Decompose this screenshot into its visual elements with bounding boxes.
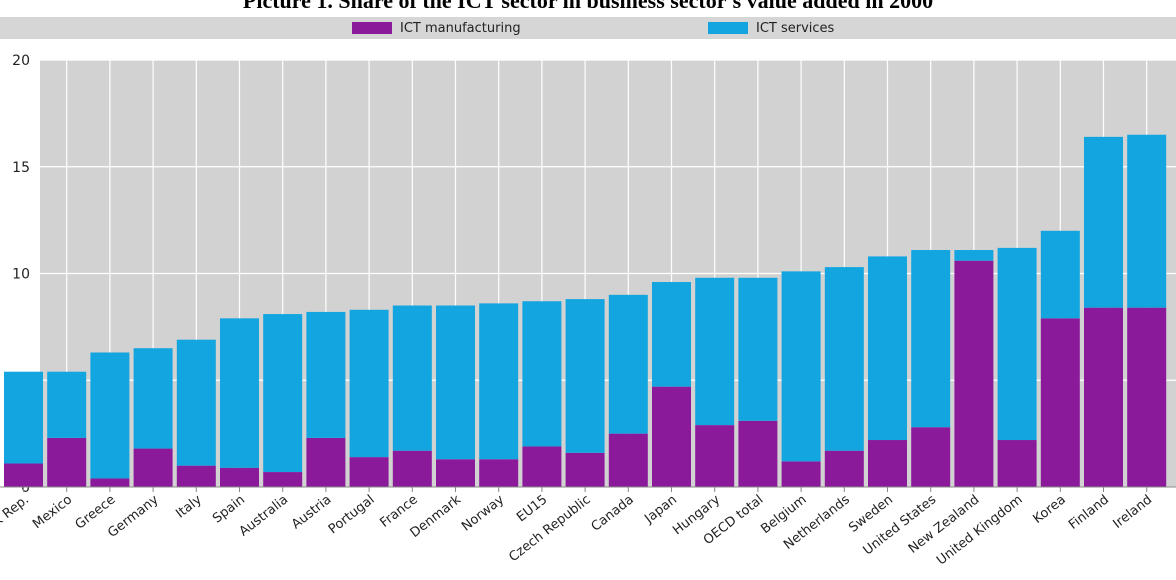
- y-tick-label: 10: [12, 267, 30, 283]
- legend-item-ict-manufacturing: ICT manufacturing: [352, 17, 521, 39]
- bar-ict-services: [738, 277, 778, 421]
- bar-ict-manufacturing: [392, 450, 432, 487]
- x-tick-label: Japan: [641, 492, 680, 527]
- bar-ict-services: [349, 309, 389, 458]
- bar-ict-services: [954, 250, 994, 261]
- bar-ict-manufacturing: [349, 457, 389, 487]
- bar-ict-services: [133, 348, 173, 449]
- x-tick-label: EU15: [514, 492, 550, 525]
- legend-swatch-ict-services: [708, 22, 748, 34]
- bar-ict-services: [392, 305, 432, 451]
- bar-ict-services: [1084, 136, 1123, 308]
- bar-ict-manufacturing: [1127, 307, 1167, 487]
- bar-ict-services: [868, 256, 907, 441]
- bar-ict-services: [522, 301, 562, 447]
- x-tick-label: Australia: [237, 492, 292, 539]
- bar-ict-manufacturing: [306, 437, 346, 487]
- bar-ict-manufacturing: [4, 463, 43, 487]
- bar-ict-manufacturing: [479, 459, 519, 487]
- bar-ict-services: [1040, 230, 1080, 319]
- chart-title: Picture 1. Share of the ICT sector in bu…: [242, 0, 934, 13]
- bar-ict-manufacturing: [90, 478, 130, 487]
- x-tick-label: Korea: [1030, 492, 1068, 527]
- bar-ict-manufacturing: [176, 465, 216, 487]
- x-tick-label: Ireland: [1110, 492, 1155, 532]
- bar-ict-services: [4, 371, 43, 464]
- bar-ict-services: [263, 314, 303, 473]
- bar-ict-services: [90, 352, 130, 479]
- bar-ict-services: [176, 339, 216, 466]
- y-tick-label: 15: [12, 160, 30, 176]
- bar-ict-manufacturing: [522, 446, 562, 487]
- bar-ict-manufacturing: [911, 427, 951, 487]
- x-tick-label: Spain: [210, 492, 248, 526]
- x-tick-label: Portugal: [326, 492, 378, 537]
- bar-ict-manufacturing: [47, 437, 87, 487]
- legend-swatch-ict-manufacturing: [352, 22, 392, 34]
- bar-ict-services: [479, 303, 519, 460]
- bar-ict-services: [652, 282, 691, 387]
- bar-ict-manufacturing: [997, 440, 1037, 487]
- bar-ict-services: [306, 311, 346, 438]
- bar-ict-services: [997, 247, 1037, 441]
- bar-ict-manufacturing: [1084, 307, 1123, 487]
- x-tick-label: Mexico: [30, 492, 75, 532]
- bar-ict-services: [695, 277, 735, 426]
- bar-ict-manufacturing: [1040, 318, 1080, 487]
- bar-ict-services: [565, 299, 605, 453]
- x-tick-label: Canada: [589, 492, 637, 534]
- bar-ict-services: [220, 318, 259, 468]
- x-tick-label: Slovak Rep.: [0, 492, 32, 551]
- legend-label-ict-manufacturing: ICT manufacturing: [400, 20, 521, 36]
- bar-ict-services: [911, 250, 951, 428]
- bar-ict-manufacturing: [608, 433, 648, 487]
- legend-label-ict-services: ICT services: [756, 20, 835, 36]
- x-tick-label: Italy: [173, 492, 205, 521]
- bar-ict-manufacturing: [133, 448, 173, 487]
- bar-ict-manufacturing: [781, 461, 821, 487]
- bar-ict-manufacturing: [824, 450, 864, 487]
- x-tick-label: United States: [861, 492, 940, 558]
- bar-ict-manufacturing: [695, 425, 735, 487]
- y-tick-label: 20: [12, 53, 30, 69]
- bar-ict-manufacturing: [868, 440, 907, 487]
- legend: ICT manufacturing ICT services: [0, 17, 1176, 39]
- bar-ict-services: [47, 371, 87, 438]
- legend-item-ict-services: ICT services: [708, 17, 834, 39]
- bar-ict-manufacturing: [652, 386, 691, 487]
- bar-ict-services: [608, 294, 648, 434]
- x-tick-label: Finland: [1066, 492, 1112, 532]
- bar-ict-manufacturing: [954, 260, 994, 487]
- bar-ict-manufacturing: [220, 467, 259, 487]
- y-tick-label: 0: [21, 480, 30, 496]
- bar-ict-services: [436, 305, 475, 460]
- bar-ict-manufacturing: [738, 420, 778, 487]
- bar-ict-manufacturing: [436, 459, 475, 487]
- x-tick-label: Norway: [459, 492, 507, 534]
- bar-ict-manufacturing: [263, 472, 303, 487]
- bar-ict-manufacturing: [565, 452, 605, 487]
- bar-ict-services: [781, 271, 821, 462]
- x-tick-label: Czech Republic: [506, 492, 593, 565]
- bar-ict-services: [1127, 134, 1167, 308]
- bar-ict-services: [824, 267, 864, 451]
